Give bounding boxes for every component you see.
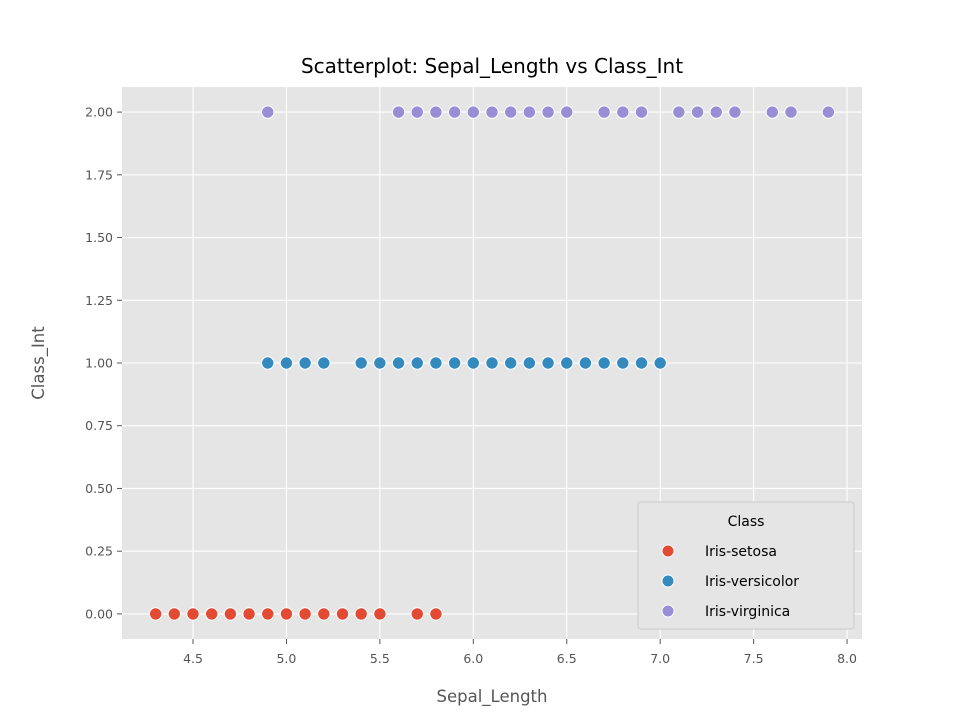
y-tick-label: 1.25	[85, 293, 113, 308]
point-iris-virginica	[485, 105, 499, 119]
point-iris-versicolor	[485, 356, 499, 370]
legend-marker-iris-setosa	[661, 544, 675, 558]
y-tick-label: 0.00	[85, 606, 113, 621]
point-iris-virginica	[466, 105, 481, 119]
point-iris-versicolor	[578, 356, 593, 370]
point-iris-virginica	[429, 105, 443, 119]
axis-ticks: 4.5 5.0 5.5 6.0 6.5 7.0 7.5 8.0 0.00 0.25 0.50 0.75…	[85, 105, 857, 666]
legend-marker-iris-virginica	[661, 604, 675, 618]
legend-label-iris-virginica: Iris-virginica	[705, 604, 790, 620]
point-iris-setosa	[261, 607, 275, 621]
point-iris-setosa	[279, 607, 294, 621]
x-tick-label: 8.0	[837, 651, 857, 666]
point-iris-virginica	[541, 105, 555, 119]
x-tick-label: 5.5	[370, 651, 390, 666]
legend-box	[637, 501, 855, 630]
point-iris-versicolor	[447, 356, 462, 370]
point-iris-setosa	[204, 607, 219, 621]
point-iris-setosa	[317, 607, 331, 621]
point-iris-setosa	[167, 607, 182, 621]
y-tick-label: 0.25	[85, 544, 113, 559]
point-iris-setosa	[186, 607, 200, 621]
point-iris-versicolor	[279, 356, 294, 370]
point-iris-setosa	[298, 607, 312, 621]
point-iris-virginica	[784, 105, 798, 119]
point-iris-versicolor	[541, 356, 555, 370]
point-iris-virginica	[709, 105, 723, 119]
point-iris-versicolor	[354, 356, 368, 370]
x-tick-label: 6.5	[557, 651, 577, 666]
point-iris-setosa	[373, 607, 387, 621]
data-points	[148, 105, 836, 621]
point-iris-versicolor	[634, 356, 649, 370]
point-iris-virginica	[261, 105, 275, 119]
point-iris-virginica	[690, 105, 705, 119]
y-tick-label: 1.75	[85, 167, 113, 182]
point-iris-versicolor	[597, 356, 611, 370]
point-iris-versicolor	[317, 356, 331, 370]
point-iris-virginica	[672, 105, 686, 119]
point-iris-setosa	[410, 607, 424, 621]
point-iris-versicolor	[466, 356, 481, 370]
x-tick-label: 5.0	[276, 651, 296, 666]
point-iris-setosa	[429, 607, 443, 621]
point-iris-versicolor	[522, 356, 537, 370]
y-tick-label: 0.75	[85, 418, 113, 433]
x-tick-label: 4.5	[183, 651, 203, 666]
point-iris-versicolor	[616, 356, 630, 370]
point-iris-setosa	[223, 607, 238, 621]
y-tick-label: 0.50	[85, 481, 113, 496]
point-iris-versicolor	[373, 356, 387, 370]
point-iris-virginica	[634, 105, 649, 119]
point-iris-virginica	[410, 105, 424, 119]
point-iris-virginica	[616, 105, 630, 119]
y-axis-label: Class_Int	[29, 326, 49, 400]
legend: Class Iris-setosa Iris-versicolor Iris-v…	[637, 501, 855, 630]
y-tick-label: 1.50	[85, 230, 113, 245]
legend-label-iris-setosa: Iris-setosa	[705, 544, 777, 560]
point-iris-setosa	[242, 607, 256, 621]
x-axis-label: Sepal_Length	[437, 687, 548, 707]
x-tick-label: 7.5	[744, 651, 764, 666]
point-iris-virginica	[391, 105, 406, 119]
point-iris-virginica	[503, 105, 518, 119]
y-tick-label: 1.00	[85, 356, 113, 371]
legend-title: Class	[728, 514, 765, 530]
x-tick-label: 7.0	[650, 651, 670, 666]
chart-title: Scatterplot: Sepal_Length vs Class_Int	[301, 54, 683, 78]
point-iris-virginica	[522, 105, 537, 119]
point-iris-versicolor	[391, 356, 406, 370]
point-iris-versicolor	[560, 356, 574, 370]
point-iris-versicolor	[298, 356, 312, 370]
point-iris-versicolor	[653, 356, 667, 370]
point-iris-versicolor	[261, 356, 275, 370]
point-iris-virginica	[728, 105, 742, 119]
point-iris-virginica	[560, 105, 574, 119]
legend-label-iris-versicolor: Iris-versicolor	[705, 574, 799, 590]
y-tick-label: 2.00	[85, 105, 113, 120]
point-iris-versicolor	[503, 356, 518, 370]
point-iris-setosa	[335, 607, 350, 621]
legend-marker-iris-versicolor	[661, 574, 675, 588]
point-iris-versicolor	[410, 356, 424, 370]
point-iris-virginica	[765, 105, 780, 119]
point-iris-virginica	[821, 105, 836, 119]
point-iris-virginica	[447, 105, 462, 119]
point-iris-setosa	[354, 607, 368, 621]
point-iris-setosa	[148, 607, 163, 621]
x-tick-label: 6.0	[463, 651, 483, 666]
point-iris-virginica	[597, 105, 611, 119]
point-iris-versicolor	[429, 356, 443, 370]
